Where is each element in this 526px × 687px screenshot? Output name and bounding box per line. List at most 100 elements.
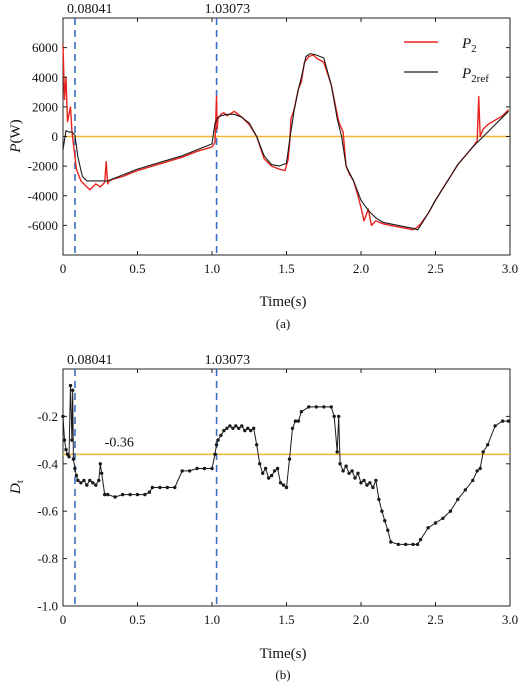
panel-b-data-point (299, 410, 304, 414)
panel-b-data-point (368, 481, 372, 485)
panel-a-x-tick-label: 1.0 (204, 261, 220, 276)
panel-b-data-point (383, 519, 387, 523)
panel-b-data-point (338, 462, 342, 466)
panel-b-reference-hline-label: -0.36 (105, 435, 134, 450)
panel-b-data-point (219, 433, 223, 438)
panel-b-data-point (106, 492, 110, 497)
panel-b-data-point (68, 383, 73, 388)
panel-b-data-point (344, 464, 348, 468)
panel-a-y-tick-label: -4000 (28, 188, 58, 203)
panel-b-data-point (337, 414, 341, 419)
panel-b-data-point (456, 497, 460, 502)
panel-b-data-point (249, 428, 253, 433)
panel-a-marker-vline-label-0-08041: 0.08041 (67, 2, 113, 17)
panel-b-data-point (500, 419, 505, 423)
panel-b-data-point (335, 450, 339, 454)
panel-a-panel-label: (a) (276, 316, 290, 331)
panel-b-data-point (396, 542, 400, 547)
panel-b-data-point (71, 457, 76, 461)
panel-b-y-tick-label: -0.2 (37, 409, 58, 424)
panel-a-y-axis-label-unit: (W) (8, 119, 24, 143)
panel-a-x-tick-label: 0.5 (129, 261, 145, 276)
panel-b-dt-chart: 0 0.5 1.0 1.5 2.0 2.5 3.0-1.0-0.8-0.6-0.4-0.2 … (8, 353, 518, 682)
panel-b-data-point (287, 457, 292, 461)
panel-b-data-point (67, 455, 71, 459)
panel-b-data-point (74, 473, 79, 478)
panel-b-data-point (82, 478, 86, 483)
panel-b-data-point (261, 471, 265, 475)
panel-b-data-point (228, 424, 232, 428)
panel-b-data-point (165, 485, 169, 490)
legend-p2ref-main: P (461, 66, 471, 82)
panel-b-data-point (281, 483, 286, 487)
panel-b-x-tick-label: 0.5 (129, 612, 145, 627)
panel-b-data-point (275, 466, 280, 471)
panel-b-data-point (258, 462, 262, 466)
panel-b-data-point (120, 492, 125, 497)
panel-a-x-tick-label: 0 (60, 261, 67, 276)
panel-b-data-point (418, 537, 423, 542)
panel-b-marker-vline-label-1-03073: 1.03073 (205, 353, 251, 368)
panel-b-data-point (263, 466, 268, 471)
panel-b-data-point (353, 476, 357, 480)
panel-b-data-point (269, 473, 274, 478)
panel-b-data-point (272, 469, 277, 473)
panel-b-data-point (128, 492, 132, 497)
panel-b-data-point (62, 438, 67, 442)
panel-b-y-axis-label-sub: t (14, 480, 26, 483)
panel-b-x-tick-label: 2.5 (427, 612, 443, 627)
panel-b-data-point (210, 466, 214, 471)
panel-b-x-axis-label: Time(s) (260, 646, 307, 662)
panel-b-data-point (293, 419, 298, 423)
panel-b-panel-label: (b) (275, 667, 290, 682)
panel-b-data-point (103, 492, 107, 497)
panel-a-y-axis-label: P(W) (8, 119, 24, 153)
legend-label-p2ref: P2ref (461, 66, 489, 85)
panel-b-data-point (187, 469, 192, 473)
panel-b-y-tick-label: -0.6 (37, 504, 58, 519)
panel-b-data-point (404, 542, 408, 547)
panel-b-series-connector-line (62, 385, 509, 545)
panel-b-data-point (322, 405, 326, 409)
panel-b-data-point (433, 521, 438, 525)
panel-b-data-point (143, 492, 147, 497)
panel-b-data-point (252, 426, 256, 430)
panel-b-data-point (91, 481, 95, 485)
panel-b-data-point (380, 509, 384, 513)
panel-b-data-point (216, 438, 220, 442)
panel-b-data-point (97, 478, 101, 483)
panel-b-data-point (98, 462, 103, 466)
panel-b-data-point (463, 488, 467, 492)
panel-b-x-tick-label: 1.5 (278, 612, 294, 627)
panel-a-x-tick-label: 1.5 (278, 261, 294, 276)
panel-b-data-point (365, 483, 369, 487)
panel-b-data-point (100, 471, 104, 475)
panel-a-legend: P2 P2ref (404, 36, 489, 85)
panel-b-data-point (493, 424, 497, 428)
panel-a-x-axis-label: Time(s) (260, 294, 307, 310)
panel-b-data-point (284, 485, 289, 490)
panel-b-data-point (240, 424, 244, 428)
panel-b-x-tick-label: 1.0 (204, 612, 220, 627)
panel-a-x-tick-label: 2.0 (353, 261, 369, 276)
panel-b-x-tick-label: 0 (60, 612, 67, 627)
panel-b-data-point (347, 471, 351, 475)
panel-b-data-point (64, 447, 68, 452)
panel-b-data-point (73, 466, 77, 471)
legend-p2-sub: 2 (471, 43, 477, 55)
panel-b-data-point (173, 485, 177, 490)
panel-a-y-tick-label: 6000 (32, 40, 58, 55)
panel-b-data-point (377, 497, 381, 502)
panel-b-data-point (147, 490, 152, 494)
panel-a-x-tick-label: 2.5 (427, 261, 443, 276)
panel-b-data-point (255, 443, 259, 447)
panel-b-data-point (341, 469, 345, 473)
legend-p2ref-sub: 2ref (471, 73, 489, 85)
panel-b-data-point (307, 405, 311, 409)
panel-a-y-tick-label: -2000 (28, 159, 58, 174)
panel-b-data-point (314, 405, 318, 409)
panel-b-data-point (332, 414, 336, 419)
panel-b-y-tick-label: -0.4 (37, 456, 58, 471)
panel-b-data-point (94, 483, 98, 487)
panel-b-data-point (158, 485, 162, 490)
